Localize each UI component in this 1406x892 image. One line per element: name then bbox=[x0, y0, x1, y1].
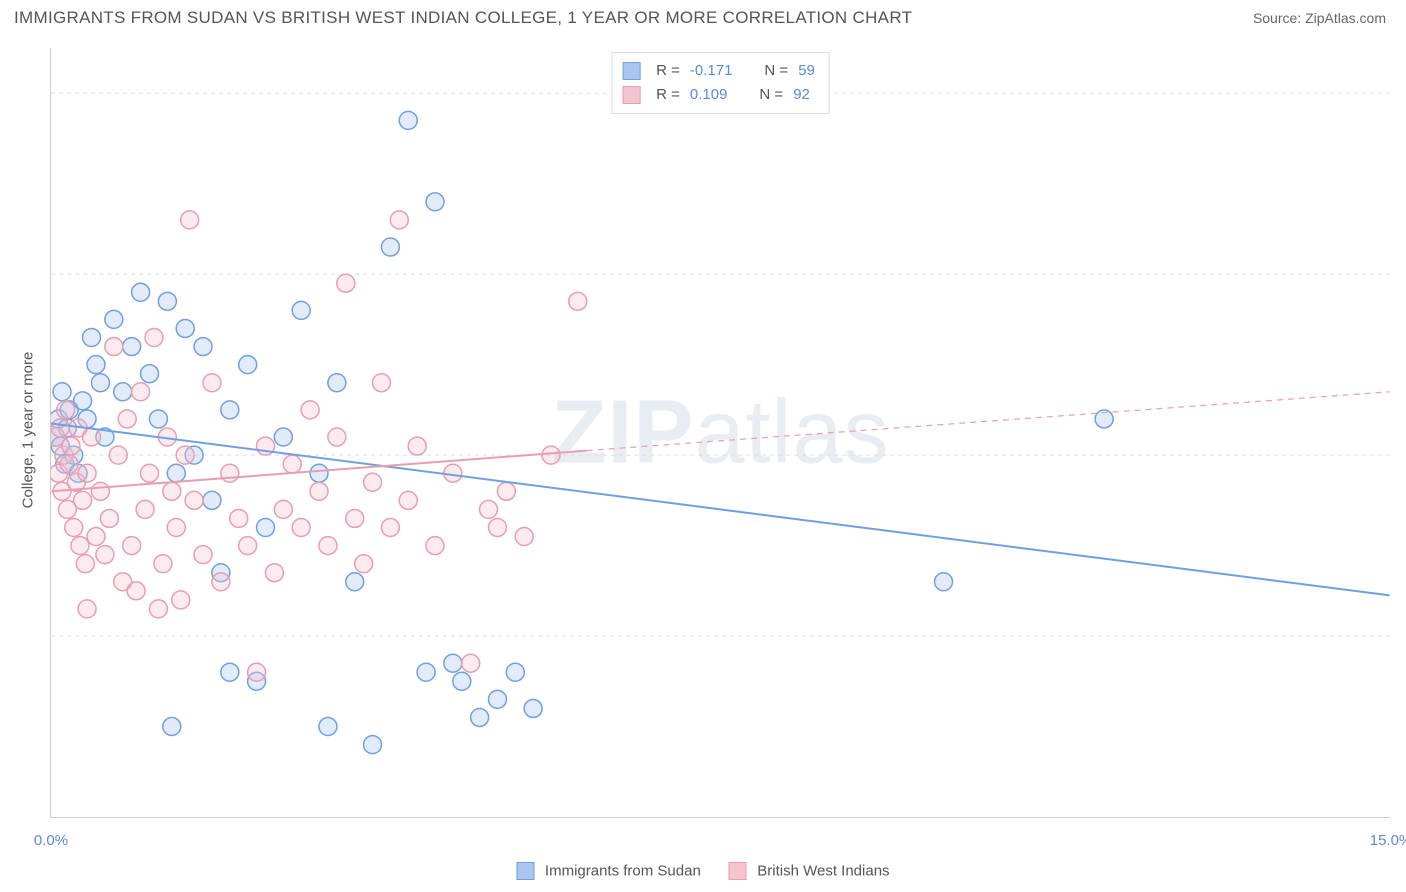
legend-item-bwi: British West Indians bbox=[729, 862, 890, 880]
swatch-sudan bbox=[622, 62, 640, 80]
swatch-bwi bbox=[622, 86, 640, 104]
r-value-bwi: 0.109 bbox=[690, 83, 728, 107]
swatch-bwi-icon bbox=[729, 862, 747, 880]
stat-row-bwi: R = 0.109 N = 92 bbox=[622, 83, 815, 107]
source-label: Source: ZipAtlas.com bbox=[1253, 10, 1386, 26]
n-label: N = bbox=[764, 59, 788, 83]
n-label: N = bbox=[759, 83, 783, 107]
chart-container: IMMIGRANTS FROM SUDAN VS BRITISH WEST IN… bbox=[0, 0, 1406, 892]
r-label: R = bbox=[656, 59, 680, 83]
r-value-sudan: -0.171 bbox=[690, 59, 733, 83]
n-value-bwi: 92 bbox=[793, 83, 810, 107]
x-tick-label: 15.0% bbox=[1370, 832, 1406, 849]
r-label: R = bbox=[656, 83, 680, 107]
x-tick-label: 0.0% bbox=[34, 832, 68, 849]
chart-title: IMMIGRANTS FROM SUDAN VS BRITISH WEST IN… bbox=[14, 8, 912, 28]
swatch-sudan-icon bbox=[516, 862, 534, 880]
stat-legend-box: R = -0.171 N = 59 R = 0.109 N = 92 bbox=[611, 52, 830, 114]
bottom-legend: Immigrants from Sudan British West India… bbox=[516, 862, 889, 880]
n-value-sudan: 59 bbox=[798, 59, 815, 83]
legend-label-sudan: Immigrants from Sudan bbox=[545, 862, 701, 879]
y-axis-label: College, 1 year or more bbox=[20, 352, 37, 509]
plot-area: ZIPatlas R = -0.171 N = 59 R = 0.109 N =… bbox=[50, 48, 1390, 818]
plot-svg bbox=[51, 48, 1390, 817]
stat-row-sudan: R = -0.171 N = 59 bbox=[622, 59, 815, 83]
legend-label-bwi: British West Indians bbox=[757, 862, 889, 879]
legend-item-sudan: Immigrants from Sudan bbox=[516, 862, 700, 880]
title-bar: IMMIGRANTS FROM SUDAN VS BRITISH WEST IN… bbox=[0, 0, 1406, 32]
